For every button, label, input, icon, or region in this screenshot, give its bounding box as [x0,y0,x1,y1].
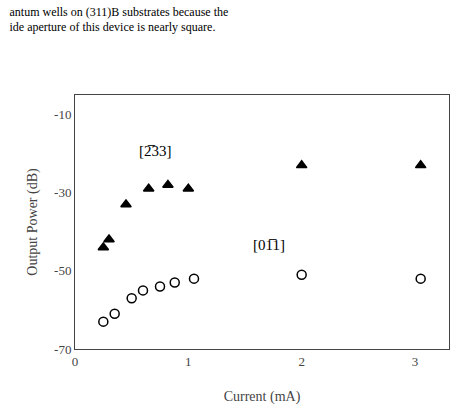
svg-text:Output Power (dB): Output Power (dB) [25,168,41,276]
svg-text:Current (mA): Current (mA) [224,389,301,405]
svg-text:[2̅33]: [2̅33] [139,143,172,159]
svg-text:[01̅1]: [01̅1] [253,237,285,253]
svg-text:-70: -70 [54,342,71,357]
svg-text:-10: -10 [54,107,71,122]
svg-text:2: 2 [298,354,305,369]
svg-text:-30: -30 [54,185,71,200]
svg-text:-50: -50 [54,263,71,278]
svg-text:1: 1 [185,354,192,369]
svg-text:0: 0 [72,354,79,369]
svg-text:3: 3 [412,354,419,369]
svg-text:antum wells on (311)B substrat: antum wells on (311)B substrates because… [9,5,228,35]
